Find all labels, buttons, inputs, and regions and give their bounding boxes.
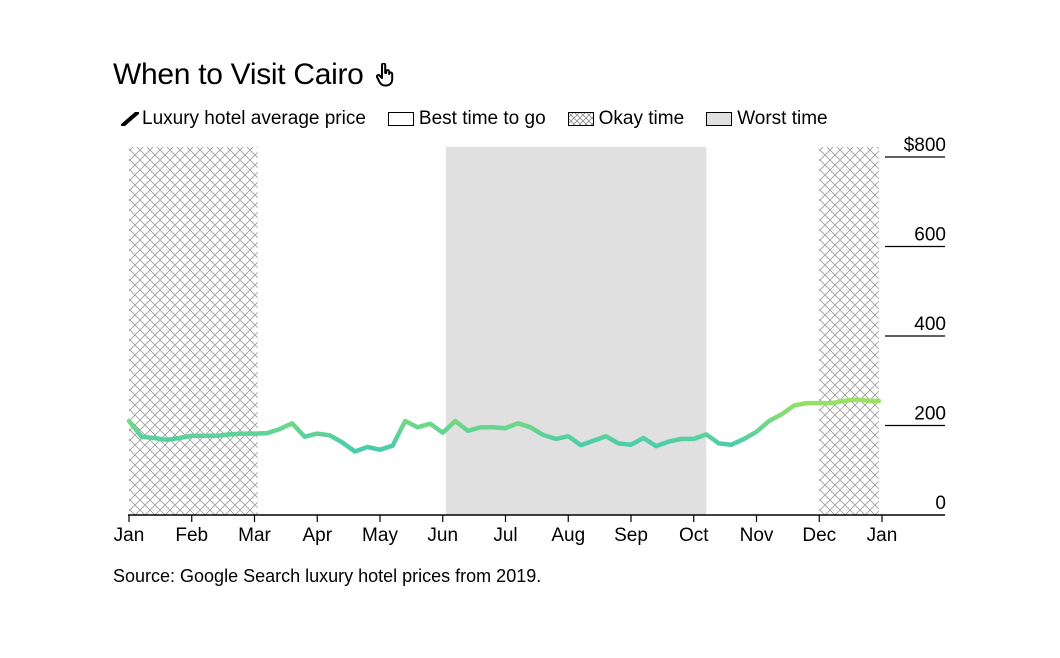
chart-title: When to Visit Cairo [113, 58, 394, 92]
y-tick-label-3: 200 [914, 404, 946, 425]
x-tick-label-9: Oct [679, 525, 709, 546]
x-tick-label-7: Aug [551, 525, 585, 546]
hand-pointer-icon[interactable] [375, 63, 394, 87]
x-tick-label-5: Jun [427, 525, 458, 546]
legend-item-best: Best time to go [387, 108, 546, 130]
x-tick-label-2: Mar [238, 525, 271, 546]
x-tick-label-11: Dec [802, 525, 836, 546]
legend-swatch-best [387, 112, 414, 126]
legend-label-line: Luxury hotel average price [142, 108, 366, 129]
legend-label-okay: Okay time [598, 108, 685, 129]
legend-swatch-okay [567, 112, 594, 126]
season-bands [129, 147, 879, 515]
y-tick-label-1: 600 [914, 225, 946, 246]
legend-line-swatch [121, 112, 139, 126]
y-tick-labels: $800 600 400 200 0 [904, 135, 946, 514]
x-tick-label-0: Jan [114, 525, 145, 546]
x-tick-label-6: Jul [493, 525, 517, 546]
legend-item-worst: Worst time [706, 108, 828, 130]
series-lines [126, 397, 882, 454]
y-tick-label-4: 0 [935, 493, 946, 514]
y-tick-label-0: $800 [904, 135, 946, 156]
x-tick-label-12: Jan [867, 525, 898, 546]
band-okay-2 [819, 147, 879, 515]
band-okay-0 [129, 147, 258, 515]
legend-item-line: Luxury hotel average price [120, 108, 366, 130]
series-line-0 [126, 397, 882, 454]
legend-label-worst: Worst time [737, 108, 828, 129]
x-tick-label-4: May [362, 525, 398, 546]
legend-item-okay: Okay time [567, 108, 685, 130]
x-axis: Jan Feb Mar Apr May Jun Jul Aug Sep Oct Nov Dec Jan [114, 514, 945, 546]
source-note: Source: Google Search luxury hotel price… [113, 566, 542, 586]
x-tick-label-10: Nov [740, 525, 774, 546]
x-tick-label-3: Apr [302, 525, 332, 546]
x-tick-label-8: Sep [614, 525, 648, 546]
legend-label-best: Best time to go [418, 108, 546, 129]
y-gridlines [885, 156, 945, 427]
x-tick-label-1: Feb [175, 525, 208, 546]
y-tick-label-2: 400 [914, 314, 946, 335]
chart-legend: Luxury hotel average price Best time to … [120, 108, 850, 130]
legend-swatch-worst [706, 112, 733, 126]
chart-title-text: When to Visit Cairo [113, 58, 364, 91]
band-worst-1 [445, 147, 707, 515]
